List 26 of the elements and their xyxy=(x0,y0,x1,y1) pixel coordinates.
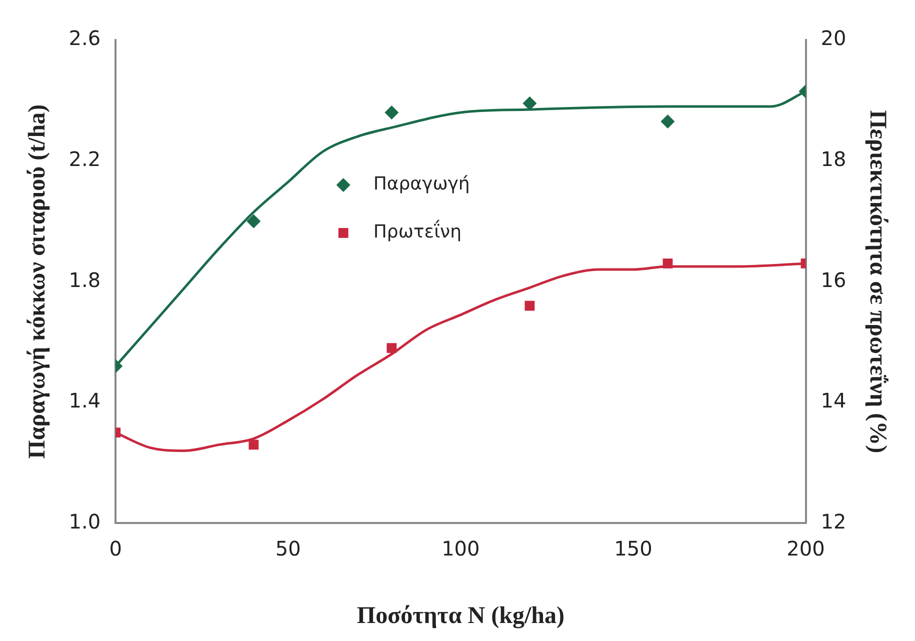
y2-tick-label: 20 xyxy=(820,26,846,50)
legend-label: Πρωτεΐνη xyxy=(373,220,462,243)
y2-tick-label: 12 xyxy=(820,509,846,534)
x-axis-title: Ποσότητα N (kg/ha) xyxy=(356,602,564,629)
x-tick-label: 150 xyxy=(614,536,652,560)
y-tick-label: 2.2 xyxy=(68,147,101,172)
point xyxy=(248,440,259,450)
y-tick-label: 2.6 xyxy=(68,26,101,50)
point xyxy=(662,258,673,268)
y2-axis-title: Περιεκτικότητα σε πρωτεΐνη (%) xyxy=(864,110,890,454)
legend-label: Παραγωγή xyxy=(373,174,470,195)
y-tick-label: 1.0 xyxy=(68,509,101,534)
x-tick-label: 50 xyxy=(275,536,301,560)
y2-tick-label: 14 xyxy=(820,388,846,413)
x-tick-label: 200 xyxy=(786,536,825,560)
point xyxy=(522,96,537,110)
point xyxy=(386,343,397,353)
y2-tick-label: 18 xyxy=(820,147,846,172)
y-tick-label: 1.4 xyxy=(68,388,101,413)
point xyxy=(524,300,535,311)
y-tick-label: 1.8 xyxy=(68,268,101,292)
x-tick-label: 0 xyxy=(109,536,122,560)
y-axis-title: Παραγωγή κόκκων σιταριού (t/ha) xyxy=(24,104,51,459)
point xyxy=(384,105,399,120)
x-tick-label: 100 xyxy=(442,536,480,560)
y2-tick-label: 16 xyxy=(820,268,846,292)
